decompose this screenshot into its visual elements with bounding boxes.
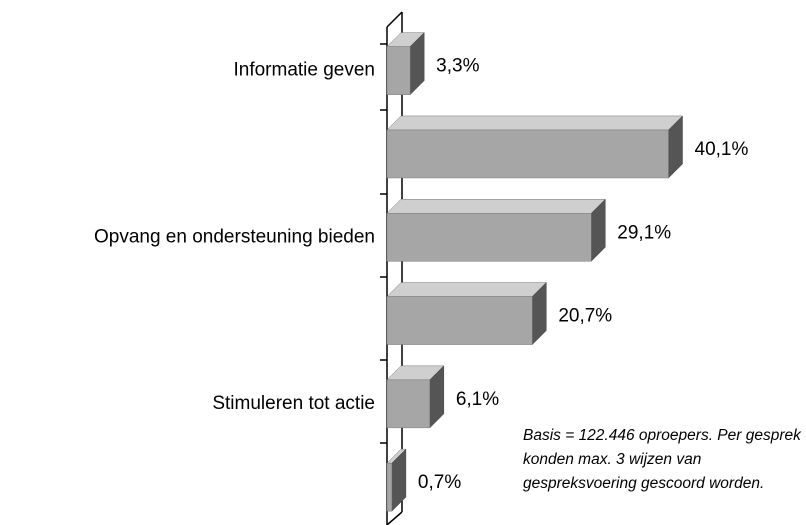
annotation: Basis = 122.446 oproepers. Per gesprek k…: [523, 427, 801, 492]
value-label: 0,7%: [418, 472, 461, 493]
value-label: 20,7%: [558, 306, 612, 327]
value-label: 40,1%: [695, 139, 749, 160]
category-label: Informatie geven: [233, 60, 375, 81]
bar: [386, 462, 393, 512]
bar-top: [386, 115, 684, 131]
value-label: 3,3%: [436, 56, 479, 77]
bar: [386, 379, 431, 429]
value-label: 6,1%: [456, 389, 499, 410]
category-label: Stimuleren tot actie: [212, 393, 375, 414]
axis-bottom: [386, 511, 403, 525]
category-label: Opvang en ondersteuning bieden: [94, 226, 375, 247]
axis-top: [386, 11, 403, 28]
axis: [380, 11, 403, 525]
value-label: 29,1%: [617, 222, 671, 243]
bar: [386, 46, 411, 95]
bar-top: [386, 199, 606, 214]
bar: [386, 296, 533, 345]
bar: [386, 129, 669, 179]
bar: [386, 213, 592, 262]
bar-top: [386, 282, 547, 297]
